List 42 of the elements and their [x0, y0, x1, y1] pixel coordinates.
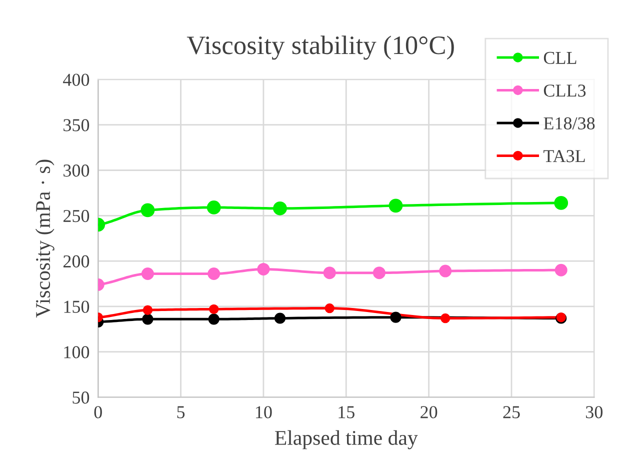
- point: [554, 196, 568, 210]
- x-tick-label: 30: [586, 406, 603, 418]
- point: [440, 313, 450, 324]
- x-tick-label: 10: [256, 406, 272, 418]
- legend-label: CLL3: [544, 84, 586, 97]
- x-tick-label: 15: [338, 406, 354, 418]
- chart-title: Viscosity stability (10°C): [186, 36, 454, 60]
- legend-label: E18/38: [544, 117, 595, 130]
- point: [142, 314, 154, 325]
- y-tick-label: 250: [63, 210, 90, 222]
- y-axis-title: Viscosity (mPa · s): [35, 160, 54, 318]
- point: [208, 314, 220, 325]
- point: [388, 198, 403, 213]
- point: [390, 312, 402, 323]
- y-tick-label: 400: [63, 74, 90, 86]
- x-tick-label: 20: [420, 406, 438, 418]
- x-tick-label: 25: [503, 406, 520, 418]
- legend-label: TA3L: [544, 150, 585, 162]
- y-tick-label: 200: [63, 255, 90, 268]
- x-tick-label: 5: [177, 406, 185, 418]
- legend-label: CLL: [544, 52, 576, 64]
- y-tick-label: 50: [72, 392, 90, 404]
- point: [140, 203, 155, 218]
- x-axis-title: Elapsed time day: [275, 430, 418, 450]
- point: [257, 262, 270, 276]
- point: [439, 264, 452, 278]
- point: [208, 268, 220, 280]
- point: [554, 264, 568, 276]
- x-tick-label: 0: [94, 406, 102, 418]
- point: [274, 312, 286, 324]
- point: [372, 266, 386, 280]
- point: [324, 303, 334, 314]
- point: [273, 201, 287, 216]
- point: [142, 305, 153, 315]
- y-tick-label: 350: [64, 119, 90, 132]
- point: [141, 268, 154, 280]
- point: [323, 266, 336, 280]
- y-tick-label: 150: [64, 300, 90, 313]
- point: [206, 200, 221, 214]
- y-tick-label: 300: [64, 164, 90, 177]
- point: [208, 304, 219, 314]
- y-tick-label: 100: [64, 346, 90, 358]
